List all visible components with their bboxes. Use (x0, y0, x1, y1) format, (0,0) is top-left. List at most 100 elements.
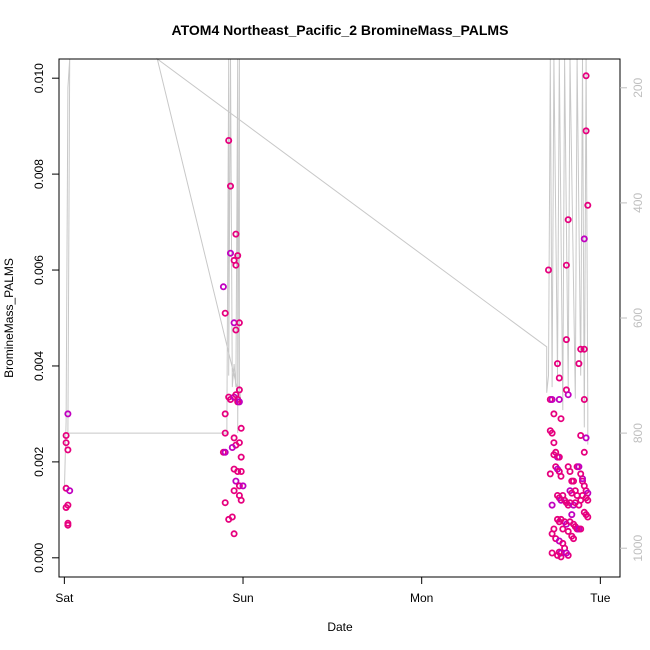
data-point (219, 283, 227, 291)
data-point (562, 549, 570, 557)
data-point (235, 398, 243, 406)
data-point (582, 434, 590, 442)
data-point (562, 261, 570, 269)
data-point (550, 451, 558, 459)
data-point (235, 482, 243, 490)
x-tick-label: Sun (232, 591, 253, 605)
data-point (62, 439, 70, 447)
data-point (564, 527, 572, 535)
x-axis: Sat Sun Mon Tue (55, 577, 611, 605)
data-point (237, 467, 245, 475)
data-point (557, 415, 565, 423)
y-tick-label: 0.000 (32, 542, 46, 572)
data-point (577, 431, 585, 439)
y-axis-right: 200 400 600 800 1000 (620, 77, 645, 562)
x-tick-label: Mon (410, 591, 433, 605)
data-point (221, 410, 229, 418)
x-axis-label: Date (327, 620, 353, 634)
pressure-line-layer (63, 57, 589, 491)
data-point (580, 448, 588, 456)
data-point (64, 521, 72, 529)
data-point (232, 261, 240, 269)
data-point (232, 326, 240, 334)
data-point (228, 513, 236, 521)
data-point (555, 453, 563, 461)
data-point (557, 553, 565, 561)
data-points-layer (62, 72, 592, 561)
data-point (234, 467, 242, 475)
data-point (235, 439, 243, 447)
data-point (582, 127, 590, 135)
data-point (580, 345, 588, 353)
data-point (554, 551, 562, 559)
data-point (226, 182, 234, 190)
y2-tick-label: 200 (631, 77, 645, 97)
y-tick-label: 0.006 (32, 255, 46, 285)
y2-tick-label: 600 (631, 308, 645, 328)
data-point (237, 424, 245, 432)
data-point (237, 453, 245, 461)
data-point (64, 446, 72, 454)
data-point (564, 391, 572, 399)
data-point (64, 410, 72, 418)
data-point (232, 230, 240, 238)
data-point (584, 496, 592, 504)
data-point (580, 235, 588, 243)
data-point (550, 439, 558, 447)
y-tick-label: 0.002 (32, 447, 46, 477)
x-tick-label: Tue (590, 591, 611, 605)
chart-title: ATOM4 Northeast_Pacific_2 BromineMass_PA… (172, 22, 509, 38)
data-point (564, 216, 572, 224)
data-point (546, 470, 554, 478)
data-point (577, 345, 585, 353)
data-point (230, 487, 238, 495)
data-point (554, 360, 562, 368)
data-point (62, 431, 70, 439)
data-point (575, 463, 583, 471)
data-point (226, 249, 234, 257)
y2-tick-label: 800 (631, 423, 645, 443)
data-point (64, 501, 72, 509)
data-point (584, 513, 592, 521)
data-point (234, 252, 242, 260)
data-point (577, 525, 585, 533)
data-point (232, 477, 240, 485)
data-point (584, 201, 592, 209)
data-point (557, 472, 565, 480)
data-point (228, 443, 236, 451)
data-point (582, 72, 590, 80)
data-point (225, 136, 233, 144)
data-point (230, 434, 238, 442)
data-point (566, 467, 574, 475)
data-point (548, 530, 556, 538)
data-point (570, 535, 578, 543)
data-point (559, 525, 567, 533)
data-point (545, 266, 553, 274)
y-tick-label: 0.010 (32, 63, 46, 93)
data-point (237, 496, 245, 504)
data-point (555, 374, 563, 382)
y2-tick-label: 400 (631, 193, 645, 213)
data-point (580, 395, 588, 403)
data-point (570, 477, 578, 485)
y-axis-label: BromineMass_PALMS (2, 258, 16, 378)
data-point (548, 429, 556, 437)
x-tick-label: Sat (55, 591, 74, 605)
data-point (562, 336, 570, 344)
data-point (235, 386, 243, 394)
data-point (239, 482, 247, 490)
data-point (548, 549, 556, 557)
y-axis-left: 0.000 0.002 0.004 0.006 0.008 0.010 (32, 63, 59, 573)
data-point (230, 530, 238, 538)
data-point (555, 395, 563, 403)
y-tick-label: 0.008 (32, 159, 46, 189)
data-point (575, 360, 583, 368)
plot-frame (58, 58, 621, 578)
data-point (548, 395, 556, 403)
data-point (221, 448, 229, 456)
y-tick-label: 0.004 (32, 351, 46, 381)
data-point (550, 410, 558, 418)
pressure-line (63, 57, 589, 491)
data-point (548, 501, 556, 509)
